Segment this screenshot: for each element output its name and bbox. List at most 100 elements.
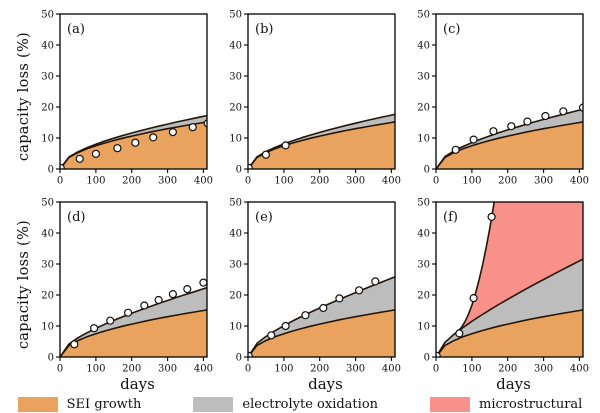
sei-growth-area bbox=[248, 309, 395, 357]
svg-text:40: 40 bbox=[417, 228, 430, 239]
axis-tick-labels: 0 100 200 300 400 0 10 20 30 40 50 bbox=[41, 9, 213, 186]
data-point bbox=[248, 351, 253, 357]
svg-text:0: 0 bbox=[245, 176, 251, 187]
svg-text:300: 300 bbox=[158, 364, 177, 375]
svg-text:0: 0 bbox=[424, 164, 430, 175]
svg-text:100: 100 bbox=[86, 176, 105, 187]
electrolyte-oxidation-area bbox=[248, 276, 395, 357]
axis-tick-labels: 0 100 200 300 400 0 10 20 30 40 50 bbox=[41, 197, 213, 374]
axis-tick-labels: 0 100 200 300 400 0 10 20 30 40 50 bbox=[229, 197, 401, 374]
panels-top: 0 100 200 300 400 0 10 20 30 40 50 (a) 0 100 200 300 400… bbox=[34, 8, 591, 186]
data-point bbox=[319, 303, 328, 313]
svg-text:300: 300 bbox=[158, 176, 177, 187]
y-axis-label-top: capacity loss (%) bbox=[14, 8, 34, 186]
data-point bbox=[301, 311, 310, 320]
electrolyte-oxidation-area bbox=[60, 115, 207, 169]
data-point bbox=[469, 293, 478, 303]
axis-ticks bbox=[56, 13, 204, 173]
data-point bbox=[199, 278, 207, 287]
subplot-c: 0 100 200 300 400 0 10 20 30 40 50 (c) bbox=[410, 8, 591, 186]
svg-text:0: 0 bbox=[57, 176, 63, 187]
data-point bbox=[355, 286, 364, 295]
data-points bbox=[451, 103, 583, 154]
electrolyte-oxidation-area bbox=[436, 259, 583, 357]
axes-spines bbox=[59, 13, 208, 170]
axis-ticks bbox=[432, 201, 580, 361]
axis-ticks bbox=[244, 201, 392, 361]
axis-tick-labels: 0 100 200 300 400 0 10 20 30 40 50 bbox=[417, 197, 589, 374]
model-curves bbox=[436, 202, 583, 357]
subplot-b-canvas: 0 100 200 300 400 0 10 20 30 40 50 (b) bbox=[229, 9, 401, 186]
svg-text:30: 30 bbox=[229, 71, 242, 82]
x-axis-label: days bbox=[308, 375, 343, 393]
x-axis-label: days bbox=[120, 375, 155, 393]
axis-tick-labels: 0 100 200 300 400 0 10 20 30 40 50 bbox=[229, 9, 401, 186]
data-point bbox=[267, 331, 276, 340]
data-point bbox=[154, 295, 163, 305]
svg-text:0: 0 bbox=[236, 164, 242, 175]
svg-text:10: 10 bbox=[41, 321, 54, 332]
model-curves bbox=[248, 113, 395, 169]
sei-growth-area bbox=[436, 309, 583, 357]
svg-text:200: 200 bbox=[498, 364, 517, 375]
data-point bbox=[203, 119, 207, 128]
axis-ticks bbox=[432, 13, 580, 173]
data-point bbox=[123, 308, 133, 317]
svg-text:300: 300 bbox=[346, 364, 365, 375]
svg-text:100: 100 bbox=[462, 364, 481, 375]
data-point bbox=[487, 212, 496, 221]
data-point bbox=[183, 284, 192, 294]
y-axis-label-text: capacity loss (%) bbox=[16, 32, 32, 162]
data-point bbox=[60, 163, 65, 169]
svg-text:30: 30 bbox=[41, 71, 54, 82]
svg-text:300: 300 bbox=[346, 176, 365, 187]
svg-text:30: 30 bbox=[417, 71, 430, 82]
data-point bbox=[261, 150, 271, 159]
subplot-e: 0 100 200 300 400 0 10 20 30 40 50 (e) days bbox=[222, 196, 403, 393]
data-point bbox=[131, 138, 140, 147]
data-points bbox=[60, 119, 207, 169]
data-point bbox=[89, 324, 99, 333]
svg-text:50: 50 bbox=[417, 9, 430, 20]
svg-text:400: 400 bbox=[194, 176, 213, 187]
subplot-d: 0 100 200 300 400 0 10 20 30 40 50 (d) days bbox=[34, 196, 215, 393]
model-curves bbox=[60, 286, 207, 357]
panel-letter-label: (a) bbox=[67, 22, 85, 37]
model-curves bbox=[60, 114, 207, 169]
panel-letter-label: (f) bbox=[443, 210, 458, 225]
axes-spines bbox=[247, 13, 396, 170]
subplot-a-canvas: 0 100 200 300 400 0 10 20 30 40 50 (a) bbox=[41, 9, 213, 186]
data-points bbox=[436, 212, 496, 357]
sei-growth-area bbox=[248, 121, 395, 169]
panel-letter-label: (e) bbox=[255, 210, 273, 225]
svg-text:400: 400 bbox=[382, 176, 401, 187]
svg-text:100: 100 bbox=[462, 176, 481, 187]
svg-text:300: 300 bbox=[534, 364, 553, 375]
sei-growth-area bbox=[60, 309, 207, 357]
sei-growth-swatch bbox=[17, 397, 58, 412]
svg-text:200: 200 bbox=[310, 176, 329, 187]
plot-area bbox=[248, 276, 395, 357]
legend-label: electrolyte oxidation bbox=[242, 397, 379, 412]
data-point bbox=[248, 163, 253, 169]
plot-area bbox=[436, 202, 583, 357]
plot-area bbox=[60, 114, 207, 169]
svg-text:10: 10 bbox=[229, 321, 242, 332]
axis-tick-labels: 0 100 200 300 400 0 10 20 30 40 50 bbox=[417, 9, 589, 186]
subplot-a: 0 100 200 300 400 0 10 20 30 40 50 (a) bbox=[34, 8, 215, 186]
svg-text:100: 100 bbox=[274, 176, 293, 187]
data-point bbox=[523, 117, 532, 126]
subplot-e-canvas: 0 100 200 300 400 0 10 20 30 40 50 (e) bbox=[229, 197, 401, 374]
svg-text:200: 200 bbox=[122, 364, 141, 375]
axes-spines bbox=[435, 201, 584, 358]
microstructural-swatch bbox=[430, 397, 471, 412]
subplot-c-canvas: 0 100 200 300 400 0 10 20 30 40 50 (c) bbox=[417, 9, 589, 186]
plot-area bbox=[436, 103, 583, 169]
data-point bbox=[371, 277, 380, 286]
data-points bbox=[70, 278, 207, 349]
svg-text:300: 300 bbox=[534, 176, 553, 187]
subplot-f-canvas: 0 100 200 300 400 0 10 20 30 40 50 (f) bbox=[417, 197, 589, 374]
svg-text:100: 100 bbox=[86, 364, 105, 375]
svg-text:0: 0 bbox=[57, 364, 63, 375]
svg-text:20: 20 bbox=[417, 290, 430, 301]
